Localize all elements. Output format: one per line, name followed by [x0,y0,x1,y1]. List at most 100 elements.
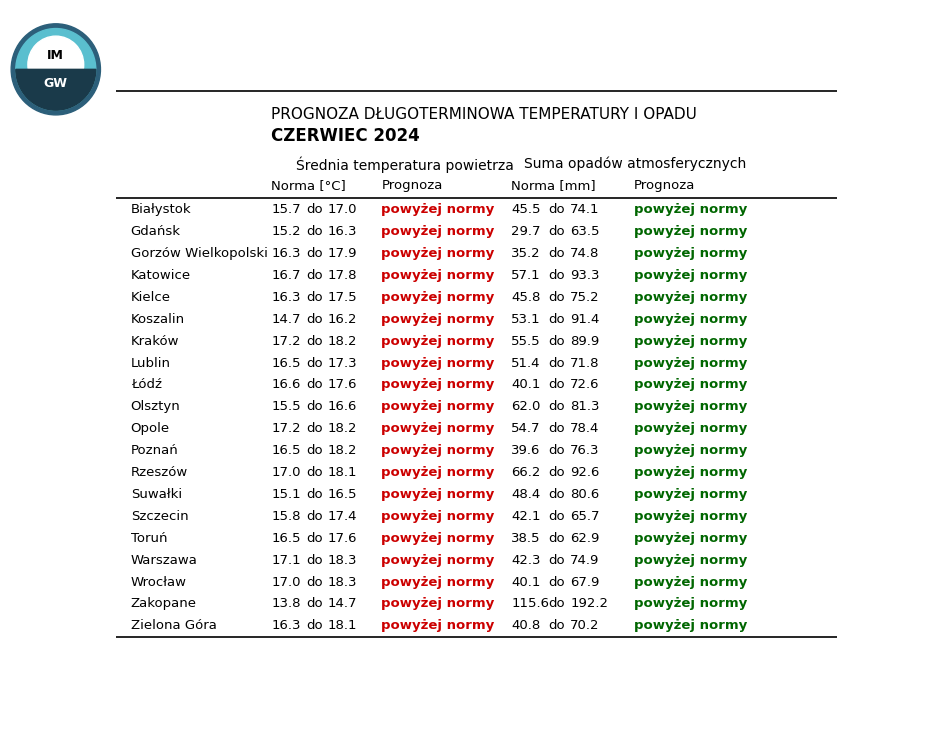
Text: powyżej normy: powyżej normy [381,619,495,632]
Text: powyżej normy: powyżej normy [633,356,747,369]
Text: powyżej normy: powyżej normy [381,204,495,216]
Text: 48.4: 48.4 [512,488,540,501]
Text: 16.6: 16.6 [327,400,357,413]
Text: powyżej normy: powyżej normy [633,597,747,610]
Text: 15.1: 15.1 [272,488,300,501]
Text: do: do [549,531,565,545]
Text: 16.5: 16.5 [327,488,357,501]
Text: 16.3: 16.3 [272,291,300,304]
Text: 62.9: 62.9 [570,531,600,545]
Text: powyżej normy: powyżej normy [633,466,747,479]
Text: 67.9: 67.9 [570,575,600,588]
Text: Białystok: Białystok [130,204,192,216]
Text: Suma opadów atmosferycznych: Suma opadów atmosferycznych [525,156,747,171]
Circle shape [16,28,96,110]
Text: Zielona Góra: Zielona Góra [130,619,217,632]
Text: 62.0: 62.0 [512,400,540,413]
Text: powyżej normy: powyżej normy [633,575,747,588]
Text: 71.8: 71.8 [570,356,600,369]
Text: powyżej normy: powyżej normy [381,335,495,347]
Text: PROGNOZA DŁUGOTERMINOWA TEMPERATURY I OPADU: PROGNOZA DŁUGOTERMINOWA TEMPERATURY I OP… [272,107,698,122]
Text: 16.5: 16.5 [272,356,300,369]
Text: Zakopane: Zakopane [130,597,196,610]
Text: 75.2: 75.2 [570,291,600,304]
Text: 89.9: 89.9 [570,335,600,347]
Text: 17.0: 17.0 [272,466,300,479]
Text: 70.2: 70.2 [570,619,600,632]
Text: 16.6: 16.6 [272,378,300,391]
Text: 55.5: 55.5 [512,335,541,347]
Text: do: do [306,378,323,391]
Text: 15.7: 15.7 [272,204,300,216]
Text: powyżej normy: powyżej normy [381,553,495,566]
Text: 40.1: 40.1 [512,378,540,391]
Text: powyżej normy: powyżej normy [381,226,495,238]
Text: do: do [549,553,565,566]
Text: 115.6: 115.6 [512,597,550,610]
Text: powyżej normy: powyżej normy [381,597,495,610]
Text: 17.6: 17.6 [327,378,357,391]
Text: 29.7: 29.7 [512,226,540,238]
Text: powyżej normy: powyżej normy [381,400,495,413]
Text: Olsztyn: Olsztyn [130,400,180,413]
Text: 81.3: 81.3 [570,400,600,413]
Wedge shape [16,69,96,110]
Text: powyżej normy: powyżej normy [633,553,747,566]
Text: powyżej normy: powyżej normy [381,313,495,326]
Text: do: do [549,247,565,260]
Text: Koszalin: Koszalin [130,313,185,326]
Text: Prognoza: Prognoza [381,179,443,192]
Text: Gorzów Wielkopolski: Gorzów Wielkopolski [130,247,268,260]
Text: do: do [549,444,565,457]
Text: 92.6: 92.6 [570,466,600,479]
Text: do: do [549,356,565,369]
Text: 65.7: 65.7 [570,510,600,523]
Text: powyżej normy: powyżej normy [633,422,747,435]
Text: 16.3: 16.3 [272,619,300,632]
Text: 53.1: 53.1 [512,313,541,326]
Text: 18.2: 18.2 [327,444,357,457]
Text: Średnia temperatura powietrza: Średnia temperatura powietrza [297,156,514,173]
Text: powyżej normy: powyżej normy [633,204,747,216]
Text: 13.8: 13.8 [272,597,300,610]
Text: 17.3: 17.3 [327,356,357,369]
Text: 93.3: 93.3 [570,269,600,282]
Text: 45.8: 45.8 [512,291,540,304]
Text: do: do [306,488,323,501]
Text: do: do [306,597,323,610]
Text: do: do [549,204,565,216]
Text: Gdańsk: Gdańsk [130,226,180,238]
Text: powyżej normy: powyżej normy [633,226,747,238]
Text: 51.4: 51.4 [512,356,540,369]
Text: 74.1: 74.1 [570,204,600,216]
Text: 18.3: 18.3 [327,553,357,566]
Text: 78.4: 78.4 [570,422,600,435]
Text: Katowice: Katowice [130,269,191,282]
Text: powyżej normy: powyżej normy [381,291,495,304]
Text: GW: GW [44,77,68,90]
Text: Kielce: Kielce [130,291,171,304]
Text: Suwałki: Suwałki [130,488,181,501]
Text: 40.1: 40.1 [512,575,540,588]
Text: 18.2: 18.2 [327,422,357,435]
Text: 16.2: 16.2 [327,313,357,326]
Text: do: do [306,291,323,304]
Text: 42.3: 42.3 [512,553,540,566]
Text: Prognoza: Prognoza [633,179,695,192]
Text: Warszawa: Warszawa [130,553,197,566]
Text: CZERWIEC 2024: CZERWIEC 2024 [272,127,420,145]
Text: 17.8: 17.8 [327,269,357,282]
Text: powyżej normy: powyżej normy [633,400,747,413]
Text: powyżej normy: powyżej normy [633,444,747,457]
Text: 15.5: 15.5 [272,400,300,413]
Text: powyżej normy: powyżej normy [381,247,495,260]
Text: 17.0: 17.0 [272,575,300,588]
Text: 80.6: 80.6 [570,488,600,501]
Text: do: do [306,531,323,545]
Text: do: do [306,553,323,566]
Text: do: do [306,204,323,216]
Text: do: do [549,378,565,391]
Text: powyżej normy: powyżej normy [633,335,747,347]
Text: do: do [549,313,565,326]
Text: do: do [549,400,565,413]
